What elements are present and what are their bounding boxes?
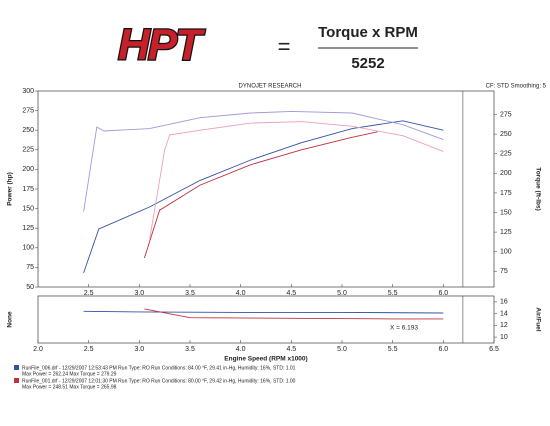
y2-tick-label: 275	[500, 111, 512, 118]
x-tick-label: 2.5	[84, 346, 94, 353]
x-tick-label: 4.0	[236, 290, 246, 297]
y-tick-label: 225	[22, 147, 34, 154]
series-line	[143, 131, 378, 259]
y2-tick-label: 75	[500, 268, 508, 275]
x-tick-label: 5.0	[337, 346, 347, 353]
x-axis-label: Engine Speed (RPM x1000)	[224, 356, 307, 363]
y-axis-label: None	[7, 311, 14, 328]
y-tick-label: 275	[22, 107, 34, 114]
x-tick-label: 4.0	[236, 346, 246, 353]
y2-tick-label: 16	[500, 299, 508, 306]
x-tick-label: 4.5	[286, 290, 296, 297]
y2-axis-label: Torque (ft-lbs)	[534, 167, 541, 211]
y2-tick-label: 200	[500, 170, 512, 177]
legend-swatch	[14, 365, 19, 370]
x-tick-label: 2.5	[84, 290, 94, 297]
y-axis-label: Power (hp)	[7, 172, 14, 206]
y-tick-label: 100	[22, 245, 34, 252]
legend-run-file: RunFile_006.drf - 12/29/2007 12:53:43 PM…	[22, 365, 296, 371]
logo: HPT	[118, 21, 205, 70]
y-tick-label: 175	[22, 186, 34, 193]
series-line	[149, 121, 444, 241]
formula-denominator: 5252	[351, 55, 384, 72]
x-tick-label: 6.0	[438, 290, 448, 297]
y2-tick-label: 250	[500, 131, 512, 138]
chart-subtitle: CF: STD Smoothing: 5	[486, 84, 547, 90]
equals-sign: =	[278, 34, 291, 59]
x-tick-label: 3.0	[134, 290, 144, 297]
x-tick-label: 3.5	[185, 290, 195, 297]
y2-tick-label: 12	[500, 322, 508, 329]
legend-run-max: Max Power = 248.51 Max Torque = 265.98	[22, 384, 117, 390]
y2-tick-label: 10	[500, 334, 508, 341]
y-tick-label: 50	[26, 284, 34, 291]
x-tick-label: 5.0	[337, 290, 347, 297]
y2-tick-label: 100	[500, 249, 512, 256]
x-tick-label: 3.0	[134, 346, 144, 353]
x-tick-label: 2.0	[33, 346, 43, 353]
y2-tick-label: 150	[500, 209, 512, 216]
y-tick-label: 125	[22, 225, 34, 232]
y2-tick-label: 14	[500, 310, 508, 317]
legend: RunFile_006.drf - 12/29/2007 12:53:43 PM…	[14, 365, 296, 390]
y2-tick-label: 175	[500, 190, 512, 197]
series-line	[83, 120, 444, 274]
formula-numerator: Torque x RPM	[318, 24, 418, 41]
x-tick-label: 3.5	[185, 346, 195, 353]
series-line	[83, 310, 444, 314]
y-tick-label: 75	[26, 264, 34, 271]
y2-axis-label: Air/Fuel	[534, 307, 541, 331]
x-tick-label: 6.0	[438, 346, 448, 353]
y2-tick-label: 225	[500, 151, 512, 158]
legend-run-file: RunFile_001.drf - 12/29/2007 12:01:30 PM…	[22, 378, 296, 384]
y-tick-label: 200	[22, 166, 34, 173]
y-tick-label: 150	[22, 205, 34, 212]
plot-frame	[37, 295, 495, 344]
y2-tick-label: 125	[500, 229, 512, 236]
x-tick-label: 5.5	[388, 290, 398, 297]
x-tick-label: 6.5	[489, 346, 499, 353]
y-tick-label: 300	[22, 88, 34, 95]
chart-title: DYNOJET RESEARCH	[239, 84, 302, 90]
cursor-label: X = 6.193	[390, 325, 418, 332]
legend-run-max: Max Power = 262.24 Max Torque = 279.29	[22, 371, 117, 377]
legend-swatch	[14, 378, 19, 383]
x-tick-label: 5.5	[388, 346, 398, 353]
y-tick-label: 250	[22, 127, 34, 134]
series-line	[83, 110, 444, 212]
plot-frame	[37, 90, 495, 288]
series-line	[144, 308, 444, 320]
x-tick-label: 4.5	[286, 346, 296, 353]
